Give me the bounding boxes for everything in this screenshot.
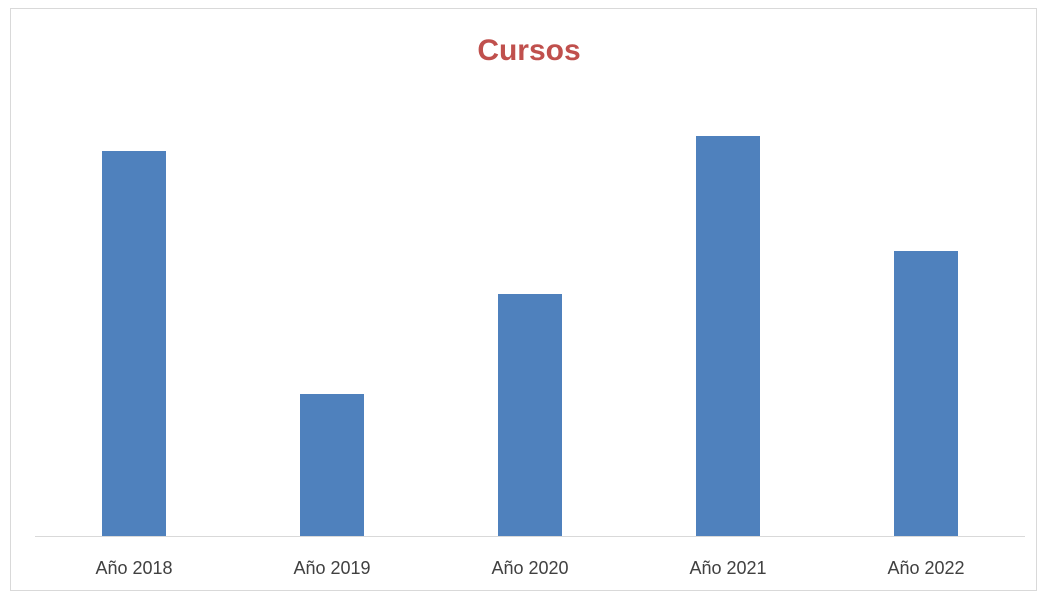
x-tick-label: Año 2020 [491, 558, 568, 578]
chart-title: Cursos [477, 34, 580, 67]
bar [894, 251, 958, 536]
bar [300, 394, 364, 536]
x-tick-label: Año 2021 [689, 558, 766, 578]
bar [102, 151, 166, 536]
x-tick-label: Año 2019 [293, 558, 370, 578]
x-tick-label: Año 2018 [95, 558, 172, 578]
x-tick-label: Año 2022 [887, 558, 964, 578]
bar [498, 294, 562, 536]
bar [696, 136, 760, 536]
